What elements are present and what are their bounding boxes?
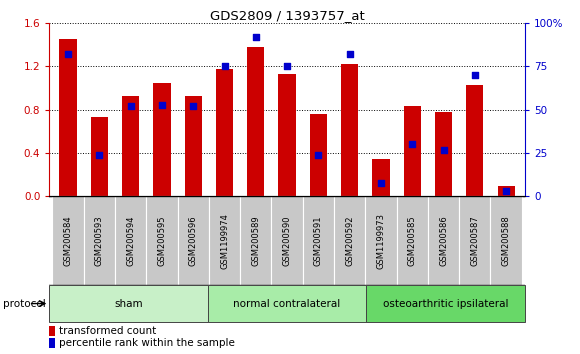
Bar (49, 285, 208, 322)
Bar (208, 285, 367, 322)
Bar (372, 159, 390, 196)
Bar (491, 196, 522, 285)
Text: GSM1199973: GSM1199973 (376, 213, 386, 269)
Point (220, 64, 229, 69)
Text: protocol: protocol (3, 298, 46, 309)
Bar (466, 85, 484, 196)
Bar (52, 196, 84, 285)
Text: GSM200586: GSM200586 (439, 215, 448, 266)
Bar (341, 64, 358, 196)
Bar (90, 117, 108, 196)
Text: GSM200593: GSM200593 (95, 215, 104, 266)
Bar (310, 114, 327, 196)
Bar (365, 196, 397, 285)
Text: GSM200584: GSM200584 (64, 215, 72, 266)
Title: GDS2809 / 1393757_at: GDS2809 / 1393757_at (210, 9, 364, 22)
Bar (122, 96, 139, 196)
Text: percentile rank within the sample: percentile rank within the sample (60, 338, 235, 348)
Bar (435, 112, 452, 196)
Bar (240, 196, 271, 285)
Bar (184, 96, 202, 196)
Text: transformed count: transformed count (60, 326, 157, 336)
Bar (404, 107, 421, 196)
Bar (303, 196, 334, 285)
Bar (428, 196, 459, 285)
Bar (146, 196, 177, 285)
Point (157, 102, 166, 107)
Bar (459, 196, 491, 285)
Text: GSM200596: GSM200596 (188, 215, 198, 266)
Point (95, 152, 104, 158)
Point (314, 152, 323, 158)
Point (188, 103, 198, 109)
Text: GSM200590: GSM200590 (282, 216, 292, 266)
Point (470, 72, 480, 78)
Point (408, 142, 417, 147)
Text: GSM200587: GSM200587 (470, 215, 479, 266)
Bar (115, 196, 146, 285)
Bar (271, 196, 303, 285)
Bar (60, 39, 77, 196)
Bar (334, 196, 365, 285)
Bar (367, 285, 525, 322)
Bar (177, 196, 209, 285)
Text: GSM200595: GSM200595 (157, 216, 166, 266)
Bar (247, 47, 264, 196)
Bar (498, 185, 514, 196)
Text: GSM200589: GSM200589 (251, 215, 260, 266)
Bar (209, 196, 240, 285)
Text: osteoarthritic ipsilateral: osteoarthritic ipsilateral (383, 298, 509, 309)
Text: GSM200591: GSM200591 (314, 216, 323, 266)
Text: GSM1199974: GSM1199974 (220, 213, 229, 269)
Text: GSM200594: GSM200594 (126, 216, 135, 266)
Point (126, 103, 135, 109)
Point (439, 147, 448, 153)
Text: GSM200592: GSM200592 (345, 216, 354, 266)
Point (282, 64, 292, 69)
Text: GSM200585: GSM200585 (408, 215, 417, 266)
Point (251, 34, 260, 40)
Bar (278, 74, 296, 196)
Point (345, 51, 354, 57)
Point (376, 180, 386, 185)
Point (63, 51, 72, 57)
Bar (153, 82, 171, 196)
Text: GSM200588: GSM200588 (502, 215, 510, 266)
Bar (84, 196, 115, 285)
Text: normal contralateral: normal contralateral (234, 298, 340, 309)
Bar (216, 69, 233, 196)
Point (502, 188, 511, 194)
Text: sham: sham (114, 298, 143, 309)
Bar (397, 196, 428, 285)
